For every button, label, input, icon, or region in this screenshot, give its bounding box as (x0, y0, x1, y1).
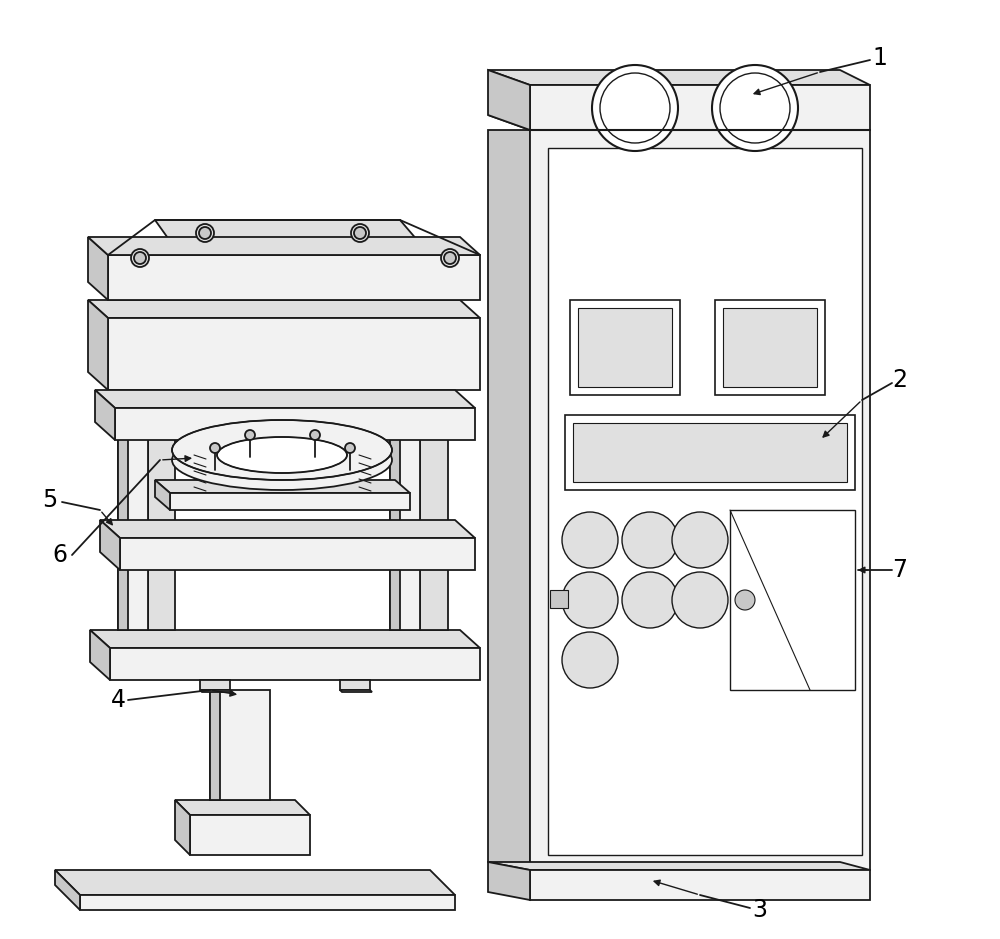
Polygon shape (88, 237, 480, 255)
Polygon shape (88, 300, 108, 390)
Polygon shape (488, 130, 530, 870)
Polygon shape (530, 130, 870, 870)
Circle shape (345, 443, 355, 453)
Polygon shape (95, 390, 475, 408)
Circle shape (351, 224, 369, 242)
Ellipse shape (172, 420, 392, 480)
Polygon shape (340, 680, 370, 690)
Polygon shape (100, 520, 475, 538)
Circle shape (134, 252, 146, 264)
Polygon shape (548, 148, 862, 855)
Polygon shape (200, 680, 230, 690)
Polygon shape (108, 255, 480, 300)
Circle shape (622, 572, 678, 628)
Polygon shape (80, 895, 455, 910)
Polygon shape (488, 70, 870, 85)
Polygon shape (565, 415, 855, 490)
Polygon shape (55, 870, 80, 910)
Polygon shape (390, 390, 420, 630)
Polygon shape (488, 70, 530, 130)
Circle shape (354, 227, 366, 239)
Polygon shape (200, 690, 232, 692)
Circle shape (562, 572, 618, 628)
Circle shape (562, 512, 618, 568)
Polygon shape (110, 648, 480, 680)
Text: 6: 6 (53, 543, 68, 567)
Polygon shape (488, 115, 870, 130)
Polygon shape (190, 815, 310, 855)
Circle shape (131, 249, 149, 267)
Circle shape (310, 430, 320, 440)
Polygon shape (175, 800, 190, 855)
Polygon shape (108, 318, 480, 390)
Circle shape (712, 65, 798, 151)
Polygon shape (120, 538, 475, 570)
Circle shape (592, 65, 678, 151)
Circle shape (196, 224, 214, 242)
Polygon shape (148, 385, 175, 630)
Polygon shape (530, 870, 870, 900)
Polygon shape (488, 862, 870, 870)
Polygon shape (210, 680, 220, 800)
Ellipse shape (217, 437, 347, 473)
Circle shape (444, 252, 456, 264)
Circle shape (199, 227, 211, 239)
Text: 1: 1 (873, 46, 887, 70)
Text: 7: 7 (893, 558, 908, 582)
Polygon shape (90, 630, 480, 648)
Polygon shape (88, 300, 480, 318)
Circle shape (735, 590, 755, 610)
Polygon shape (420, 385, 448, 630)
Polygon shape (175, 800, 310, 815)
Polygon shape (340, 690, 372, 692)
Polygon shape (573, 423, 847, 482)
Text: 5: 5 (42, 488, 58, 512)
Polygon shape (570, 300, 680, 395)
Polygon shape (115, 408, 475, 440)
Polygon shape (118, 390, 148, 630)
Circle shape (622, 512, 678, 568)
Polygon shape (155, 220, 430, 255)
Polygon shape (723, 308, 817, 387)
Circle shape (210, 443, 220, 453)
Ellipse shape (172, 430, 392, 490)
Polygon shape (118, 380, 128, 630)
Polygon shape (90, 630, 110, 680)
Circle shape (441, 249, 459, 267)
Circle shape (562, 632, 618, 688)
Polygon shape (715, 300, 825, 395)
Polygon shape (95, 390, 115, 440)
Polygon shape (730, 510, 855, 690)
Polygon shape (530, 85, 870, 130)
Polygon shape (578, 308, 672, 387)
Circle shape (672, 512, 728, 568)
Circle shape (245, 430, 255, 440)
Polygon shape (550, 590, 568, 608)
Text: 2: 2 (893, 368, 908, 392)
Circle shape (672, 572, 728, 628)
Polygon shape (155, 480, 170, 510)
Polygon shape (390, 380, 400, 630)
Polygon shape (88, 237, 108, 300)
Polygon shape (155, 480, 410, 493)
Polygon shape (100, 520, 120, 570)
Polygon shape (488, 862, 530, 900)
Text: 4: 4 (111, 688, 126, 712)
Polygon shape (210, 690, 270, 800)
Polygon shape (170, 493, 410, 510)
Text: 3: 3 (753, 898, 768, 922)
Polygon shape (55, 870, 455, 895)
